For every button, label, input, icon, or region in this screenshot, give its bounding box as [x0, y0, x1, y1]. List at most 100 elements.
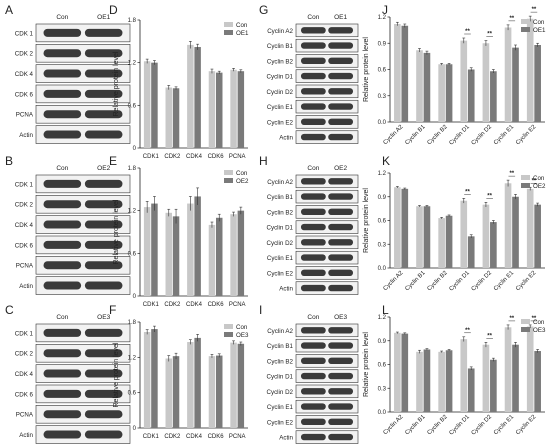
protein-band	[328, 57, 354, 65]
chart-panel-d: D 0 0.6 1.2 1.8 Relative protein level CDK1 CDK…	[109, 3, 249, 160]
legend-swatch	[521, 27, 530, 32]
x-category-label: Cyclin D1	[449, 414, 472, 437]
protein-band	[300, 133, 326, 141]
protein-band	[300, 208, 326, 216]
blot-strip	[35, 235, 131, 255]
significance-marker: **	[509, 316, 514, 322]
y-tick-label: 0.3	[378, 94, 387, 100]
bar-con	[394, 332, 401, 412]
blot-row-label: CDK 2	[15, 351, 34, 358]
chart-panel-e: E 0 0.6 1.2 1.8 Relative protein level CDK1 CDK…	[109, 154, 249, 308]
bar-con	[187, 203, 194, 296]
x-category-label: CDK4	[186, 302, 203, 308]
bar-oe1	[467, 69, 475, 122]
bar-oe1	[490, 71, 497, 122]
protein-band	[300, 42, 326, 49]
x-category-label: Cyclin B2	[427, 124, 450, 147]
blot-row-label: Cyclin E1	[267, 104, 294, 111]
protein-band	[328, 239, 354, 246]
blot-row-label: CDK 1	[15, 30, 34, 37]
x-category-label: PCNA	[229, 302, 246, 308]
x-category-label: Cyclin E1	[493, 124, 516, 147]
bar-oe2	[534, 204, 541, 268]
bar-oe2	[172, 216, 180, 296]
significance-marker: **	[465, 189, 470, 195]
blot-strip	[35, 44, 131, 63]
protein-band	[328, 254, 354, 261]
protein-band	[84, 389, 123, 398]
bar-oe1	[445, 64, 453, 122]
bar-oe2	[194, 196, 201, 296]
bar-con	[208, 356, 216, 428]
blot-row-label: CDK 2	[15, 51, 34, 58]
protein-band	[43, 28, 82, 37]
panel-label: F	[109, 303, 116, 317]
y-tick-label: 1.2	[128, 61, 137, 67]
protein-band	[300, 72, 326, 80]
protein-band	[300, 57, 326, 65]
x-category-label: Cyclin E2	[515, 414, 538, 437]
blot-row-label: PCNA	[16, 112, 34, 119]
y-tick-label: 0.3	[378, 386, 387, 392]
bar-oe2	[401, 188, 409, 268]
blot-row-label: Cyclin A2	[267, 28, 293, 35]
blot-row-label: Cyclin B2	[267, 58, 294, 65]
blot-row-label: Cyclin A2	[267, 179, 293, 186]
y-tick-label: 1.2	[378, 171, 387, 177]
protein-band	[84, 130, 123, 139]
protein-band	[300, 327, 326, 334]
legend-swatch	[224, 22, 233, 27]
bar-con	[504, 183, 512, 268]
protein-band	[328, 223, 354, 231]
bar-con	[526, 18, 534, 122]
blot-strip	[35, 23, 131, 43]
blot-row-label: Cyclin D1	[267, 374, 294, 381]
protein-band	[84, 28, 123, 37]
protein-band	[328, 178, 354, 185]
blot-row-label: Cyclin D1	[267, 225, 294, 232]
bar-con	[482, 43, 490, 122]
bar-con	[187, 342, 194, 428]
lane-header: OE3	[97, 314, 110, 321]
panel-label: G	[259, 3, 268, 17]
blot-panel-i: I Con OE3 Cyclin A2 Cyclin B1 Cyclin B2 Cyclin…	[259, 303, 359, 444]
lane-header: Con	[56, 14, 68, 21]
x-category-label: Cyclin B2	[427, 414, 450, 437]
y-tick-label: 0.3	[378, 242, 387, 248]
y-tick-label: 1.8	[128, 320, 137, 326]
x-category-label: Cyclin A2	[383, 414, 405, 436]
bar-con	[394, 187, 401, 268]
blot-strip	[35, 344, 131, 363]
bar-oe3	[490, 359, 497, 412]
x-category-label: CDK6	[208, 302, 225, 308]
bar-con	[460, 200, 468, 268]
x-category-label: PCNA	[229, 434, 246, 440]
protein-band	[300, 269, 326, 277]
protein-band	[328, 193, 354, 200]
protein-band	[328, 388, 354, 395]
lane-header: Con	[307, 165, 319, 172]
blot-row-label: Cyclin B1	[267, 343, 294, 350]
protein-band	[43, 110, 82, 119]
y-tick-label: 0.6	[128, 391, 137, 397]
x-category-label: CDK1	[143, 154, 160, 160]
protein-band	[43, 369, 82, 378]
protein-band	[43, 349, 82, 358]
legend-entry: OE2	[533, 183, 546, 190]
protein-band	[43, 240, 82, 249]
y-tick-label: 1.8	[128, 18, 137, 24]
bar-oe3	[172, 356, 180, 428]
protein-band	[84, 410, 123, 419]
legend-swatch	[521, 183, 530, 188]
x-category-label: CDK1	[143, 434, 160, 440]
blot-row-label: CDK 4	[15, 222, 34, 229]
protein-band	[300, 178, 326, 185]
protein-band	[84, 220, 123, 229]
legend-swatch	[521, 319, 530, 324]
bar-oe2	[216, 217, 223, 296]
y-tick-label: 1.2	[128, 355, 137, 361]
legend-entry: Con	[236, 22, 248, 29]
panel-label: E	[109, 154, 117, 168]
blot-row-label: Cyclin A2	[267, 328, 293, 335]
